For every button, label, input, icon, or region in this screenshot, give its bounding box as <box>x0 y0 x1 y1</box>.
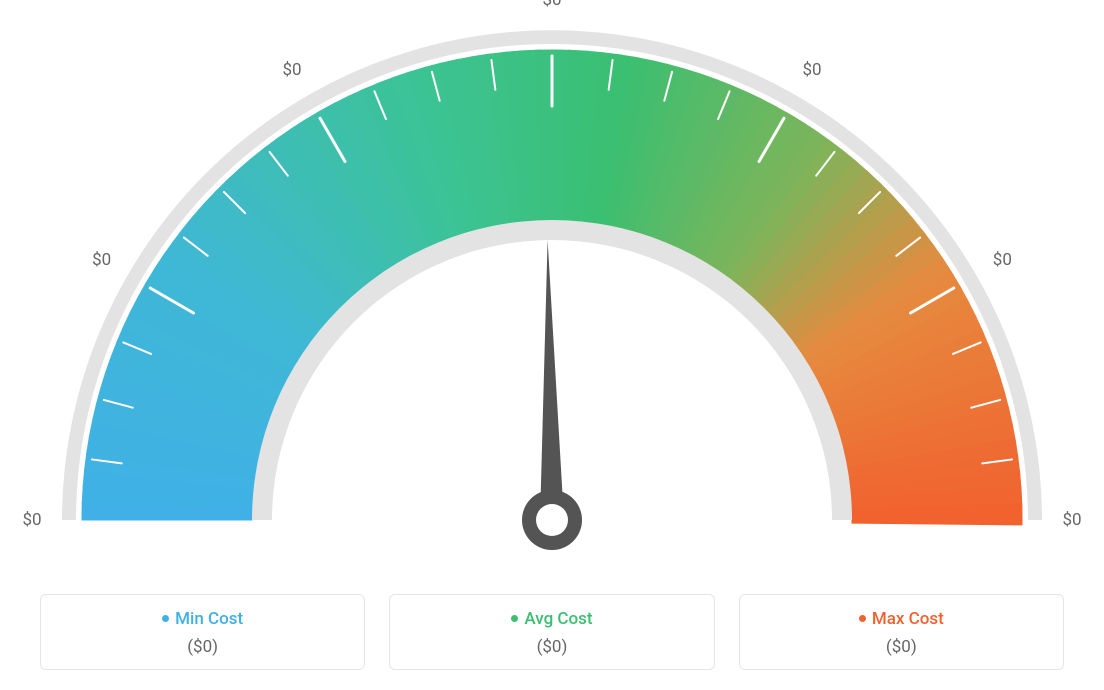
needle <box>522 240 582 550</box>
legend-card-avg: Avg Cost ($0) <box>389 594 714 670</box>
legend-value: ($0) <box>51 637 354 657</box>
legend-label: Avg Cost <box>524 609 592 629</box>
legend-card-min: Min Cost ($0) <box>40 594 365 670</box>
scale-label: $0 <box>542 0 561 10</box>
gauge-svg <box>0 0 1104 560</box>
legend-dot-icon <box>162 615 169 622</box>
scale-label: $0 <box>92 250 111 270</box>
legend-card-max: Max Cost ($0) <box>739 594 1064 670</box>
legend-value: ($0) <box>400 637 703 657</box>
legend-title: Avg Cost <box>400 609 703 629</box>
legend-value: ($0) <box>750 637 1053 657</box>
gauge-chart: $0 $0 $0 $0 $0 $0 $0 <box>0 0 1104 560</box>
legend-title: Max Cost <box>750 609 1053 629</box>
scale-label: $0 <box>802 60 821 80</box>
legend-dot-icon <box>859 615 866 622</box>
legend-label: Max Cost <box>872 609 944 629</box>
scale-label: $0 <box>1062 510 1081 530</box>
legend-row: Min Cost ($0) Avg Cost ($0) Max Cost ($0) <box>40 594 1064 670</box>
legend-dot-icon <box>511 615 518 622</box>
scale-label: $0 <box>282 60 301 80</box>
legend-label: Min Cost <box>175 609 243 629</box>
legend-title: Min Cost <box>51 609 354 629</box>
scale-label: $0 <box>993 250 1012 270</box>
scale-label: $0 <box>22 510 41 530</box>
